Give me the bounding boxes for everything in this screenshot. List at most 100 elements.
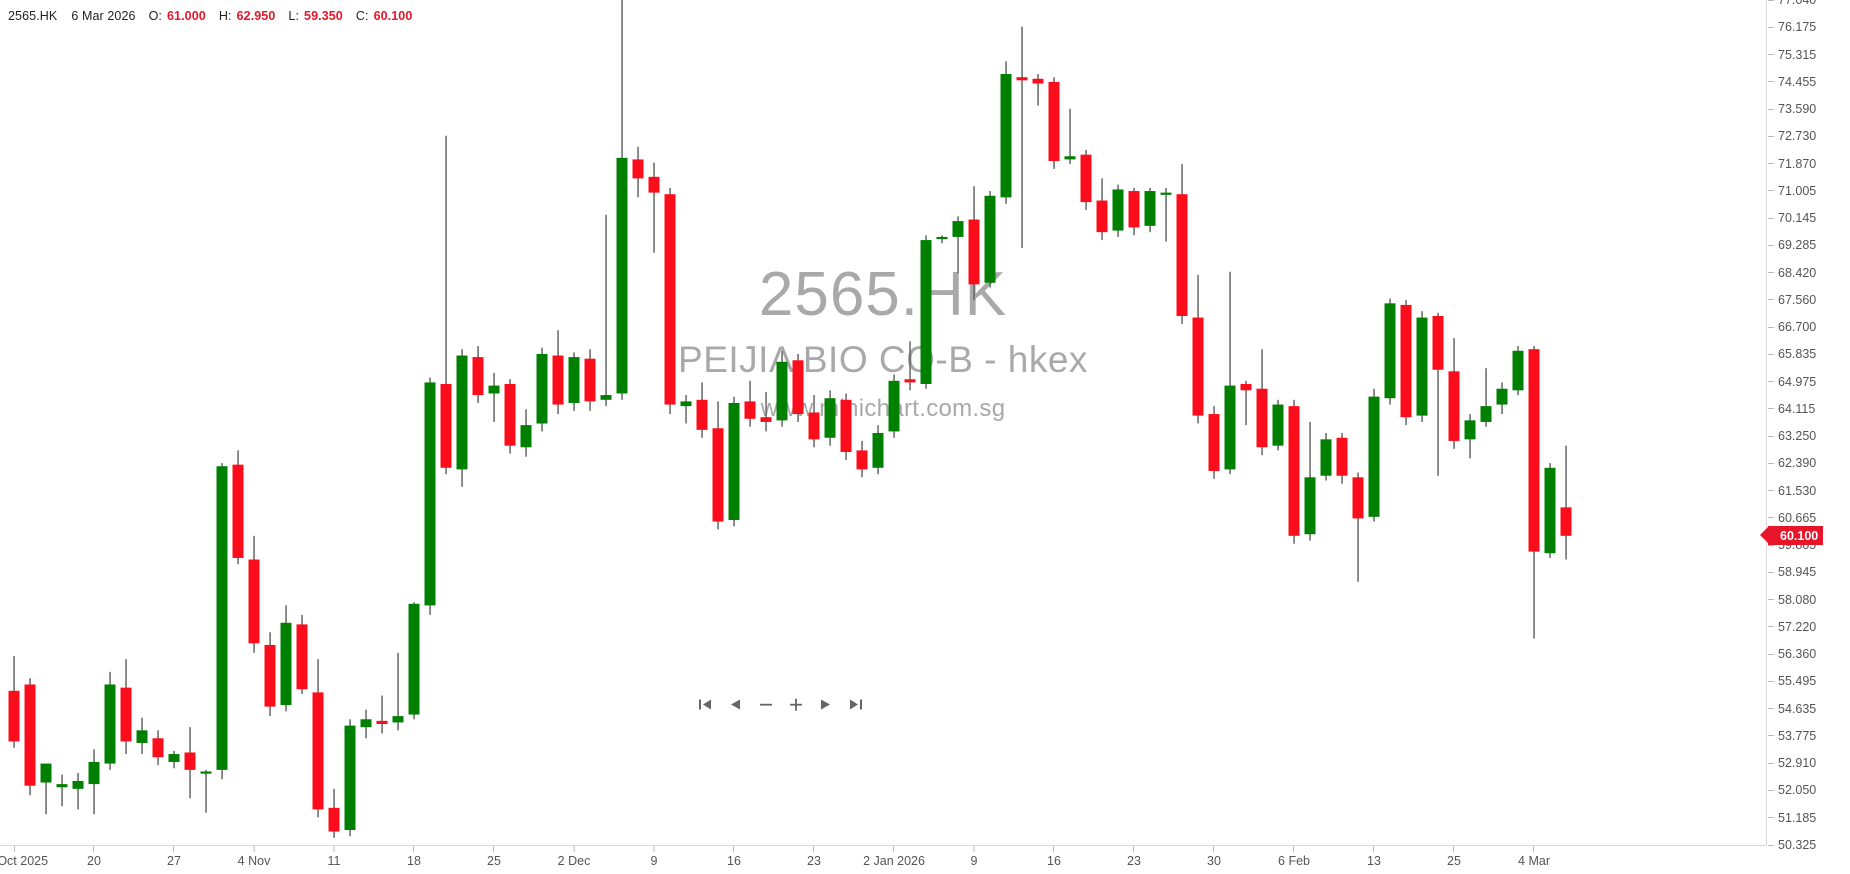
date-tick-mark <box>1373 846 1375 852</box>
candle-body <box>1208 414 1220 471</box>
chart-nav-toolbar[interactable] <box>697 694 864 714</box>
price-tick-mark <box>1768 735 1774 737</box>
price-tick: 55.495 <box>1767 674 1816 688</box>
candle <box>760 391 772 432</box>
candle-body <box>1464 420 1476 440</box>
candle-body <box>360 719 372 728</box>
candle <box>1176 164 1188 324</box>
step-back-icon[interactable] <box>727 696 744 713</box>
candle-body <box>1416 317 1428 416</box>
candle-body <box>904 379 916 383</box>
price-tick-label: 53.775 <box>1778 728 1817 743</box>
price-tick-mark <box>1768 517 1774 519</box>
price-tick-mark <box>1768 571 1774 573</box>
candle <box>632 146 644 198</box>
price-tick-mark <box>1768 490 1774 492</box>
date-axis[interactable]: 13 Oct 2025 20 27 4 Nov 11 18 25 2 Dec 9 16 23 2 Ja… <box>0 845 1766 874</box>
date-tick-label: 2 Dec <box>557 854 591 868</box>
price-tick-mark <box>1768 844 1774 846</box>
date-tick: 11 <box>327 846 341 868</box>
price-tick-mark <box>1768 653 1774 655</box>
price-tick-mark <box>1768 244 1774 246</box>
candle-body <box>120 687 132 742</box>
date-tick-label: 23 <box>807 854 821 868</box>
price-tick: 57.220 <box>1767 620 1816 634</box>
candle-body <box>968 219 980 285</box>
candle <box>1016 26 1028 248</box>
zoom-in-icon[interactable] <box>787 696 804 713</box>
date-tick-label: 9 <box>970 854 978 868</box>
candle-wick <box>381 695 383 734</box>
candle-wick <box>1021 26 1023 248</box>
price-tick-label: 76.175 <box>1778 20 1817 35</box>
price-tick-label: 56.360 <box>1778 647 1817 662</box>
date-tick: 4 Nov <box>238 846 270 868</box>
candle-body <box>56 784 68 788</box>
candle <box>392 652 404 731</box>
go-to-first-icon[interactable] <box>697 696 714 713</box>
candle-body <box>1000 74 1012 198</box>
date-tick-label: 13 Oct 2025 <box>0 854 49 868</box>
candle <box>1512 346 1524 396</box>
candle <box>824 390 836 446</box>
date-tick-label: 11 <box>327 854 341 868</box>
price-tick-label: 69.285 <box>1778 238 1817 253</box>
price-tick: 61.530 <box>1767 484 1816 498</box>
date-tick: 2 Jan 2026 <box>863 846 925 868</box>
candle-body <box>264 644 276 707</box>
candle-body <box>1144 191 1156 226</box>
price-tick: 73.590 <box>1767 102 1816 116</box>
go-to-last-icon[interactable] <box>847 696 864 713</box>
candle-wick <box>1357 472 1359 582</box>
candle <box>1544 463 1556 558</box>
date-tick: 20 <box>87 846 101 868</box>
candle <box>600 214 612 407</box>
candle-body <box>616 157 628 394</box>
price-tick: 76.175 <box>1767 20 1816 34</box>
candle-body <box>1560 507 1572 536</box>
candle <box>1224 271 1236 475</box>
date-tick: 25 <box>1447 846 1461 868</box>
candle <box>168 750 180 769</box>
candle <box>376 695 388 734</box>
price-tick-mark <box>1768 762 1774 764</box>
price-tick: 51.185 <box>1767 811 1816 825</box>
date-tick-label: 16 <box>1047 854 1061 868</box>
candle <box>680 395 692 424</box>
date-tick-mark <box>573 846 575 852</box>
zoom-out-icon[interactable] <box>757 696 774 713</box>
candle <box>696 382 708 438</box>
date-tick-mark <box>93 846 95 852</box>
candle-body <box>984 195 996 283</box>
candle-body <box>1336 437 1348 476</box>
candle <box>1048 77 1060 169</box>
candle <box>1128 187 1140 236</box>
candle <box>952 216 964 274</box>
candle <box>1480 368 1492 427</box>
price-tick-mark <box>1768 0 1774 1</box>
candle <box>840 393 852 460</box>
date-tick-mark <box>1213 846 1215 852</box>
chart-plot-area[interactable]: 2565.HK PEIJIA BIO CO-B - hkex www.minic… <box>0 0 1766 845</box>
candle <box>1464 414 1476 459</box>
candle <box>936 235 948 244</box>
candle-body <box>1256 388 1268 448</box>
candle <box>1112 184 1124 237</box>
price-tick-mark <box>1768 680 1774 682</box>
price-tick-mark <box>1768 299 1774 301</box>
symbol-label: 2565.HK <box>8 9 58 23</box>
date-tick-label: 23 <box>1127 854 1141 868</box>
step-forward-icon[interactable] <box>817 696 834 713</box>
candle <box>1400 300 1412 426</box>
date-tick-mark <box>333 846 335 852</box>
price-tick-mark <box>1768 462 1774 464</box>
price-tick-label: 74.455 <box>1778 74 1817 89</box>
date-tick-mark <box>1453 846 1455 852</box>
candle <box>1432 312 1444 476</box>
price-axis[interactable]: 60.100 77.040 76.175 75.315 74.455 73.590 72.… <box>1760 0 1850 852</box>
candle <box>1256 349 1268 456</box>
candle-body <box>728 402 740 520</box>
candle-body <box>840 399 852 452</box>
candle <box>232 450 244 565</box>
